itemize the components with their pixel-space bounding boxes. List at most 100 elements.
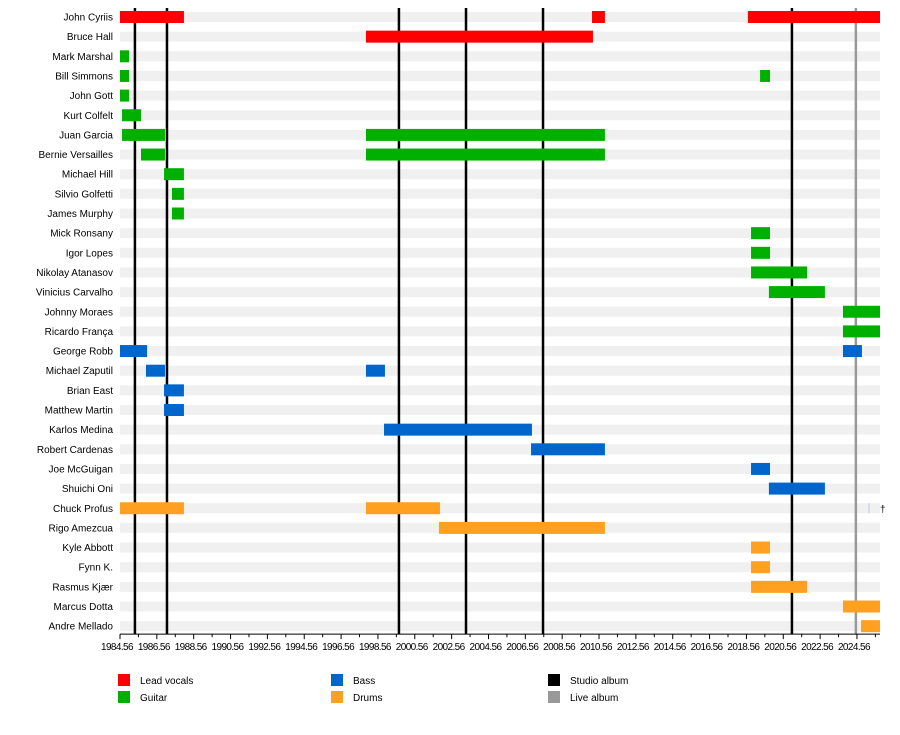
row-band [120, 326, 880, 337]
row-band [120, 70, 880, 81]
x-tick-label: 1998.56 [359, 642, 392, 653]
row-band [120, 601, 880, 612]
member-span-bar [751, 580, 808, 593]
member-span-bar [384, 423, 532, 436]
member-name: James Murphy [47, 209, 113, 220]
member-name: Bruce Hall [67, 32, 113, 43]
row-band [120, 483, 880, 494]
x-tick-label: 2014.56 [654, 642, 687, 653]
member-span-bar [120, 69, 130, 82]
member-name: Nikolay Atanasov [36, 268, 113, 279]
row-band [120, 581, 880, 592]
member-name: Andre Mellado [49, 622, 114, 633]
row-band [120, 562, 880, 573]
member-span-bar [751, 462, 771, 475]
member-span-bar [861, 620, 880, 633]
x-tick-label: 1992.56 [248, 642, 281, 653]
row-band [120, 51, 880, 62]
x-tick-label: 1996.56 [322, 642, 355, 653]
member-span-bar [141, 148, 165, 161]
member-span-bar [751, 227, 771, 240]
x-tick-label: 2008.56 [543, 642, 576, 653]
row-band [120, 463, 880, 474]
member-span-bar [164, 168, 184, 181]
member-span-bar [747, 11, 880, 23]
row-band [120, 306, 880, 317]
x-tick-label: 2024.56 [838, 642, 871, 653]
x-tick-label: 1994.56 [285, 642, 318, 653]
member-name: Brian East [67, 386, 113, 397]
member-name: George Robb [53, 347, 113, 358]
member-name: Matthew Martin [45, 406, 113, 417]
member-span-bar [365, 30, 593, 43]
member-span-bar [592, 11, 605, 23]
x-tick-label: 2012.56 [617, 642, 650, 653]
member-span-bar [120, 11, 184, 23]
x-tick-label: 2018.56 [727, 642, 760, 653]
row-band [120, 12, 880, 22]
row-band [120, 287, 880, 298]
legend-swatch [331, 674, 343, 686]
x-tick-label: 2022.56 [801, 642, 834, 653]
x-tick-label: 1990.56 [212, 642, 245, 653]
member-span-bar [122, 109, 142, 122]
row-band [120, 169, 880, 180]
member-name: Mark Marshal [52, 52, 113, 63]
member-span-bar [171, 207, 184, 220]
member-name: Joe McGuigan [49, 464, 113, 475]
x-tick-label: 2016.56 [691, 642, 724, 653]
row-band [120, 110, 880, 121]
member-span-bar [145, 364, 165, 377]
member-name: Kurt Colfelt [64, 111, 114, 122]
member-span-bar [365, 364, 385, 377]
member-name: Ricardo França [45, 327, 114, 338]
legend-label: Studio album [570, 676, 628, 687]
member-span-bar [164, 404, 184, 416]
member-name: Juan Garcia [59, 130, 113, 141]
x-tick-label: 2020.56 [764, 642, 797, 653]
member-span-bar [768, 482, 825, 495]
row-band [120, 247, 880, 258]
member-span-bar [842, 600, 880, 613]
member-span-bar [751, 266, 808, 279]
member-name: Johnny Moraes [45, 307, 113, 318]
member-span-bar [365, 148, 605, 161]
member-name: Mick Ronsany [50, 229, 113, 240]
member-name: Kyle Abbott [62, 543, 113, 554]
member-span-bar [120, 50, 130, 63]
member-span-bar [751, 246, 771, 259]
member-name: John Gott [70, 91, 114, 102]
member-note: † [880, 504, 886, 515]
member-span-bar [531, 443, 605, 456]
member-span-bar [120, 502, 184, 515]
row-band [120, 365, 880, 376]
row-band [120, 228, 880, 239]
row-band [120, 208, 880, 219]
row-band [120, 90, 880, 101]
member-span-bar [120, 345, 148, 358]
member-name: Marcus Dotta [54, 602, 114, 613]
member-span-bar [365, 502, 441, 515]
legend-swatch [548, 674, 560, 686]
member-name: Igor Lopes [66, 248, 113, 259]
member-name: Chuck Profus [53, 504, 113, 515]
member-name: John Cyriis [64, 13, 113, 24]
legend-label: Lead vocals [140, 676, 193, 687]
member-name: Robert Cardenas [37, 445, 113, 456]
row-band [120, 267, 880, 278]
row-band [120, 621, 880, 632]
member-name: Michael Zaputil [46, 366, 113, 377]
member-span-bar [842, 325, 880, 338]
member-span-bar [122, 128, 165, 141]
member-name: Karlos Medina [49, 425, 113, 436]
x-tick-label: 2002.56 [433, 642, 466, 653]
member-name: Bernie Versailles [39, 150, 113, 161]
member-span-bar [171, 187, 184, 200]
member-name: Rigo Amezcua [49, 523, 114, 534]
member-span-bar [120, 89, 130, 102]
legend-swatch [331, 691, 343, 703]
member-span-bar [760, 69, 771, 82]
member-name: Fynn K. [79, 563, 113, 574]
